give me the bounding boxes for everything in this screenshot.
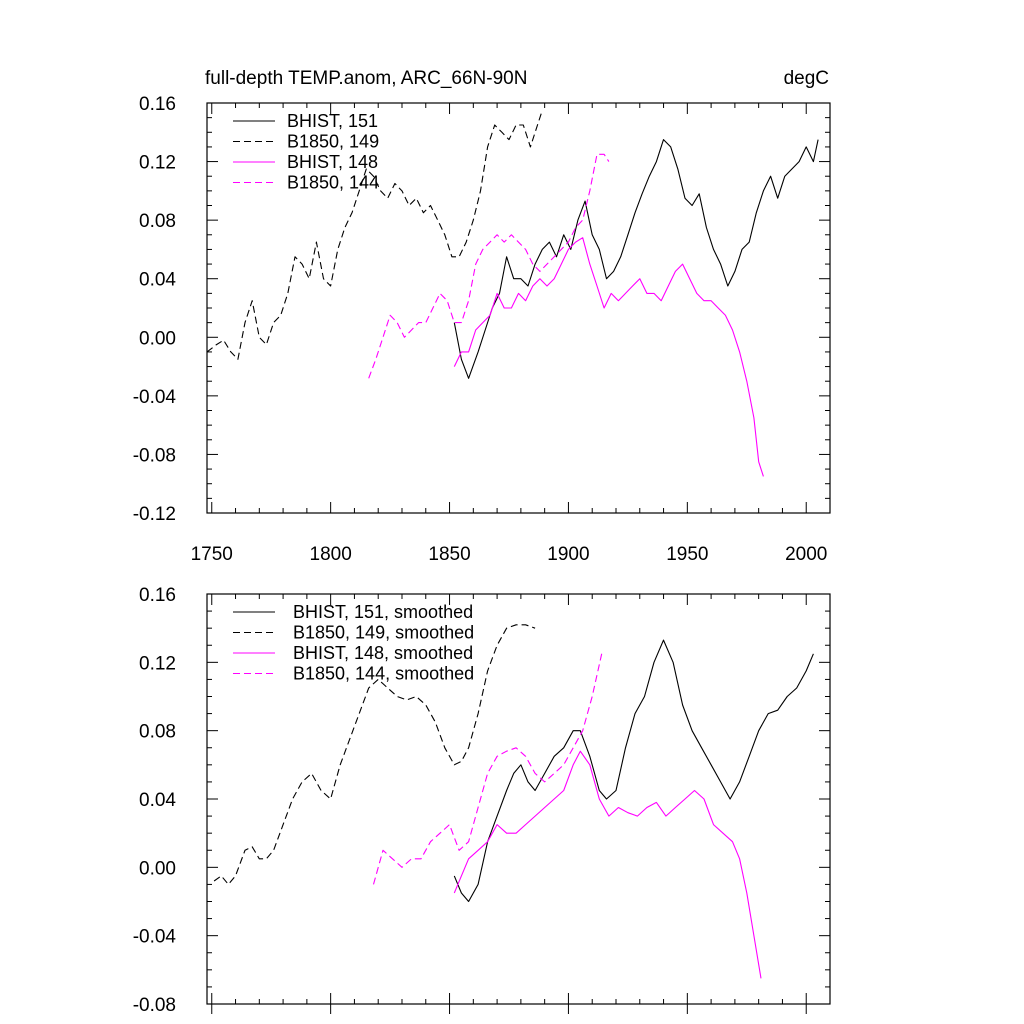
x-tick-label: 1750	[191, 544, 233, 565]
y-tick-label: 0.12	[139, 653, 176, 674]
legend-label: B1850, 149, smoothed	[293, 623, 474, 643]
series-line-b1850-149-smoothed	[213, 624, 536, 885]
series-line-b1850-144-smoothed	[372, 653, 603, 885]
series-line-bhist-151	[453, 139, 819, 379]
y-tick-label: 0.12	[139, 153, 176, 174]
top-units: degC	[784, 68, 829, 89]
top-title: full-depth TEMP.anom, ARC_66N-90N	[205, 68, 527, 89]
y-tick-label: -0.08	[133, 995, 176, 1016]
x-tick-label: 1850	[428, 544, 470, 565]
y-tick-label: 0.04	[139, 270, 176, 291]
legend-label: B1850, 144, smoothed	[293, 664, 474, 684]
series-line-bhist-151-smoothed	[453, 639, 814, 903]
y-tick-label: 0.16	[139, 94, 176, 115]
legend-label: B1850, 149	[287, 132, 379, 152]
y-tick-label: -0.04	[133, 387, 177, 408]
x-tick-label: 1800	[310, 544, 352, 565]
y-tick-label: 0.08	[139, 211, 176, 232]
legend-label: BHIST, 151, smoothed	[293, 602, 473, 622]
legend-label: BHIST, 151	[287, 111, 378, 131]
y-tick-label: 0.00	[139, 328, 176, 349]
y-tick-label: 0.00	[139, 858, 176, 879]
series-line-bhist-148-smoothed	[453, 750, 762, 979]
y-tick-label: 0.16	[139, 585, 176, 606]
bottom-axis-ticks: -0.08 -0.04 0.00 0.04 0.08 0.12 0.16	[133, 585, 830, 1016]
top-panel: full-depth TEMP.anom, ARC_66N-90N degC -…	[133, 68, 831, 565]
legend-label: BHIST, 148	[287, 152, 378, 172]
legend-label: B1850, 144	[287, 173, 379, 193]
x-tick-label: 1900	[547, 544, 589, 565]
y-tick-label: -0.04	[133, 927, 177, 948]
y-tick-label: 0.08	[139, 722, 176, 743]
bottom-panel: -0.08 -0.04 0.00 0.04 0.08 0.12 0.16 BHIST, 15…	[133, 585, 831, 1016]
top-axis-ticks: -0.12 -0.08 -0.04 0.00 0.04 0.08 0.12 0.16 1750 1…	[133, 94, 830, 565]
y-tick-label: -0.08	[133, 445, 176, 466]
x-tick-label: 1950	[666, 544, 708, 565]
y-tick-label: 0.04	[139, 790, 176, 811]
y-tick-label: -0.12	[133, 504, 176, 525]
series-line-b1850-144	[368, 153, 610, 379]
top-series-group	[206, 110, 819, 477]
legend-label: BHIST, 148, smoothed	[293, 643, 473, 663]
bottom-series-group	[213, 624, 814, 979]
series-line-b1850-149	[206, 110, 543, 360]
series-line-bhist-148	[453, 237, 764, 477]
x-tick-label: 2000	[785, 544, 827, 565]
